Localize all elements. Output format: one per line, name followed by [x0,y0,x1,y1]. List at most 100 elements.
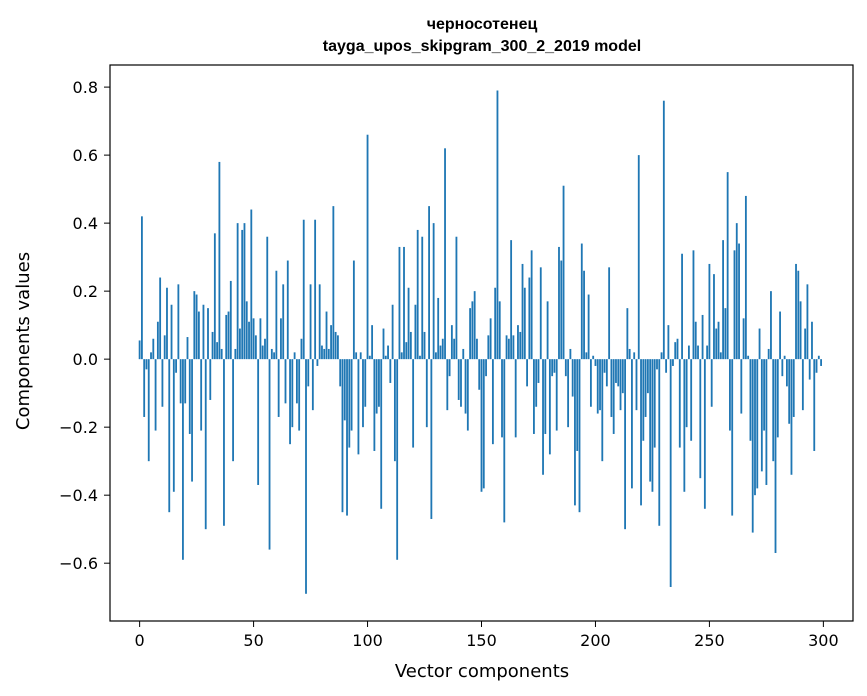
bar [537,359,540,383]
bar [719,352,722,360]
bar [357,359,360,455]
bar [147,359,150,462]
bar [163,335,166,360]
bar [687,345,690,360]
bar [396,359,399,560]
bar [528,277,531,360]
bar [555,359,558,431]
bar [236,223,239,360]
y-tick-label: 0.6 [73,146,98,165]
bar [619,359,622,411]
bar [804,328,807,360]
bar [389,359,392,383]
bar [166,287,168,360]
bar [560,260,563,360]
bar [430,359,433,519]
bar [617,359,620,387]
bar [633,352,636,360]
bar [820,359,823,366]
bar [646,359,649,394]
bar [145,359,148,370]
bar [172,359,175,492]
bar [334,331,337,360]
bar [405,342,408,360]
bar [535,359,538,407]
bar [674,342,677,360]
bar [259,318,262,360]
bar [635,359,638,411]
bar [432,223,435,360]
bar [234,348,237,360]
bar [485,359,487,377]
bar [496,90,499,360]
bar [366,134,369,360]
bar [337,335,339,360]
bar [393,359,396,462]
x-tick-label: 50 [243,631,263,650]
y-tick-label: −0.2 [59,418,98,437]
bar [683,359,686,492]
bar [571,359,574,397]
bar [644,359,647,417]
bar [740,359,743,414]
chart-title: черносотенец [427,16,538,33]
bar [450,325,453,360]
bar [384,355,387,360]
bar [191,359,193,482]
bar [248,321,250,360]
bar [316,359,319,366]
bar [257,359,260,485]
bar [569,348,572,360]
bar [359,352,362,360]
bar [624,359,626,530]
bar [207,308,209,360]
bar [776,359,779,438]
bar [706,345,709,360]
bar [681,253,683,360]
bar [400,352,403,360]
plot-frame [109,64,854,622]
x-tick-label: 200 [580,631,611,650]
bar [138,340,141,360]
bar [371,325,374,360]
bar [653,359,656,448]
bar [156,321,159,360]
bar [808,359,811,380]
bar [182,359,184,560]
bar [439,345,442,360]
bar [464,359,467,414]
bar [460,359,462,407]
bar [811,321,813,360]
bar [330,325,332,360]
bar [813,359,816,451]
bar [268,359,271,550]
bar [744,195,747,360]
bar [232,359,234,462]
bar [352,260,355,360]
bar [435,352,437,360]
bar [601,359,604,462]
bar [323,348,326,360]
bar [713,274,715,360]
bar [731,359,734,516]
bar [446,359,449,411]
bar [350,359,353,431]
bar [574,359,576,506]
bar [368,355,371,360]
bar [533,359,535,434]
bar [243,223,246,360]
bar [343,359,346,421]
bar [204,359,207,530]
bar [375,359,378,414]
bar [140,216,143,360]
bar [792,359,795,417]
bar [770,291,772,360]
bar [783,355,786,360]
bar [708,263,711,360]
bar [558,246,560,360]
bar [701,314,704,360]
bar [678,359,681,448]
bar [487,335,490,360]
bar [282,284,285,360]
bar [309,284,312,360]
